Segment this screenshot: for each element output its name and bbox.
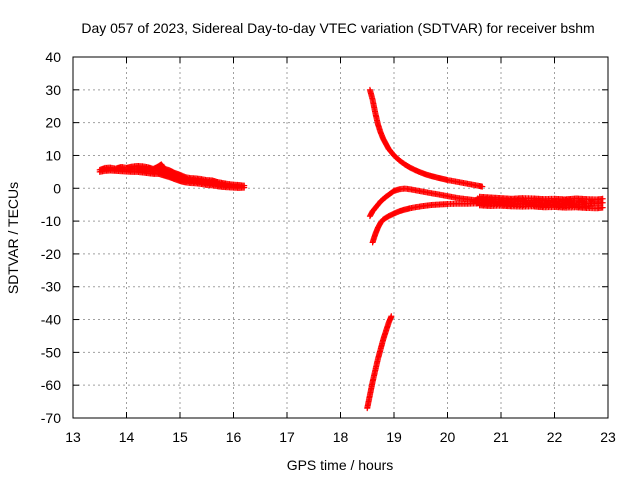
series-mid-curve xyxy=(366,185,483,220)
plot-frame xyxy=(72,56,609,419)
chart-title: Day 057 of 2023, Sidereal Day-to-day VTE… xyxy=(81,20,594,36)
data-point xyxy=(588,197,595,204)
data-point xyxy=(241,184,248,191)
x-tick-label: 20 xyxy=(440,429,456,445)
x-tick-label: 16 xyxy=(226,429,242,445)
data-point xyxy=(479,183,486,190)
y-tick-label: -70 xyxy=(41,410,61,426)
x-tick-label: 14 xyxy=(119,429,135,445)
y-tick-label: -40 xyxy=(41,312,61,328)
series-lower-curve xyxy=(369,200,494,246)
data-point xyxy=(588,203,595,210)
data-point xyxy=(388,313,395,320)
x-tick-label: 19 xyxy=(386,429,402,445)
x-tick-label: 17 xyxy=(279,429,295,445)
y-tick-label: -60 xyxy=(41,377,61,393)
series-tail-band-20.5-22.9 xyxy=(471,193,606,212)
y-tick-label: -10 xyxy=(41,213,61,229)
y-tick-label: -50 xyxy=(41,344,61,360)
x-tick-label: 13 xyxy=(65,429,81,445)
x-tick-label: 22 xyxy=(547,429,563,445)
y-tick-label: 30 xyxy=(45,82,61,98)
data-point xyxy=(576,201,583,208)
x-tick-label: 18 xyxy=(333,429,349,445)
data-point xyxy=(99,167,106,174)
data-point xyxy=(579,197,586,204)
y-tick-label: -30 xyxy=(41,279,61,295)
series-rising-curve xyxy=(366,86,486,190)
series-band-13.5-16.2 xyxy=(96,161,248,191)
x-tick-label: 21 xyxy=(493,429,509,445)
x-axis-label: GPS time / hours xyxy=(287,457,394,473)
y-tick-label: -20 xyxy=(41,246,61,262)
data-point xyxy=(599,195,606,202)
x-tick-labels: 13 14 15 16 17 18 19 20 21 22 23 xyxy=(65,429,616,445)
x-tick-label: 15 xyxy=(172,429,188,445)
y-tick-labels: -70 -60 -50 -40 -30 -20 -10 0 10 20 30 40 xyxy=(41,49,61,426)
x-tick-label: 23 xyxy=(600,429,616,445)
data-points xyxy=(96,86,606,412)
series-descending-curve xyxy=(364,313,395,412)
data-point xyxy=(238,183,245,190)
y-tick-label: 0 xyxy=(53,180,61,196)
y-axis-label: SDTVAR / TECUs xyxy=(5,182,21,294)
data-point xyxy=(599,204,606,211)
y-tick-label: 10 xyxy=(45,147,61,163)
y-tick-label: 20 xyxy=(45,115,61,131)
y-tick-label: 40 xyxy=(45,49,61,65)
grid-lines xyxy=(73,57,608,418)
